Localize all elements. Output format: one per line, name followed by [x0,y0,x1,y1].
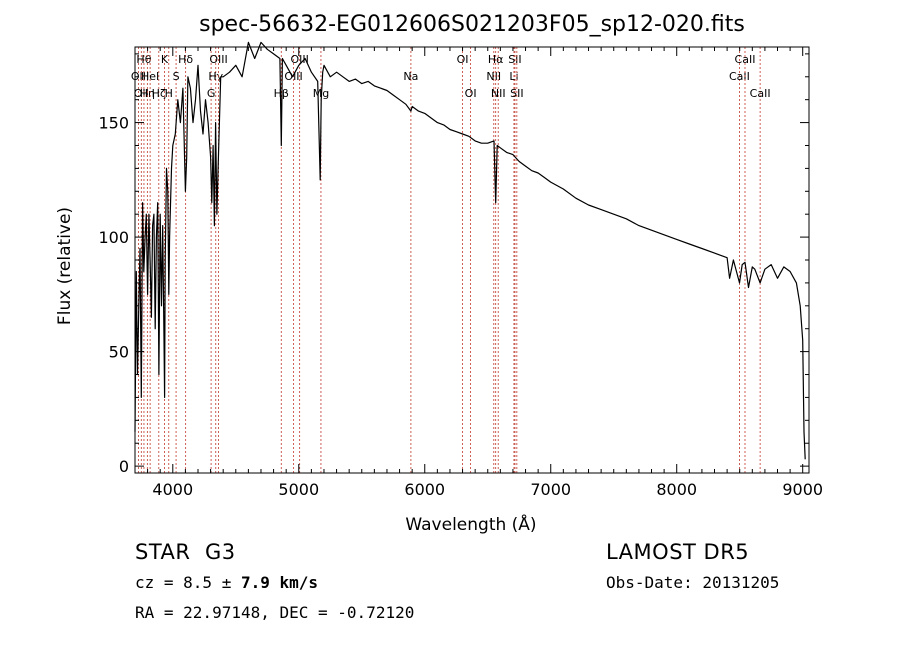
line-label-15: OIII [290,53,308,66]
line-label-25: SII [510,87,523,100]
line-label-24: SII [508,53,521,66]
y-tick-label: 0 [119,457,129,476]
line-label-1: OII [134,87,149,100]
line-label-13: Hβ [274,87,289,100]
x-tick-label: 4000 [152,480,193,499]
plot-frame [134,46,810,474]
line-label-14: OIII [284,70,302,83]
x-tick-label: 8000 [656,480,697,499]
line-label-3: Hη [140,87,155,100]
line-label-28: CaII [750,87,771,100]
y-axis-label: Flux (relative) [55,207,75,325]
redshift-error: 7.9 km/s [240,573,319,592]
line-label-4: HeI [141,70,159,83]
line-label-8: S [173,70,180,83]
y-tick-label: 50 [109,343,129,362]
chart-title: spec-56632-EG012606S021203F05_sp12-020.f… [199,12,745,37]
line-markers: OIIOIIHθHηHeIHζKHSHδGHγOIIIHβOIIIOIIIMgN… [131,47,771,473]
object-class: STAR [135,540,191,564]
line-label-7: H [165,87,173,100]
object-subclass: G3 [205,540,236,564]
axis-ticks: 4000 5000 6000 7000 8000 9000 0 50 100 150 [98,47,823,499]
line-label-11: Hγ [208,70,223,83]
line-label-17: Na [403,70,418,83]
x-tick-label: 9000 [782,480,823,499]
line-label-6: K [161,53,169,66]
line-label-10: G [207,87,216,100]
x-tick-label: 7000 [530,480,571,499]
line-label-27: CaII [735,53,756,66]
line-label-19: OI [465,87,477,100]
redshift-value: cz = 8.5 ± [135,573,232,592]
line-label-22: NII [491,87,506,100]
y-tick-label: 150 [98,114,129,133]
line-label-23: Li [509,70,518,83]
observation-date: Obs-Date: 20131205 [606,573,780,592]
redshift-line: cz = 8.5 ± 7.9 km/s [135,573,318,592]
line-label-18: OI [457,53,469,66]
line-label-5: Hζ [152,87,166,100]
line-label-21: Hα [488,53,504,66]
line-label-26: CaII [729,70,750,83]
line-label-20: NII [486,70,501,83]
survey-name: LAMOST DR5 [606,540,750,564]
coordinates: RA = 22.97148, DEC = -0.72120 [135,603,415,622]
x-tick-label: 5000 [278,480,319,499]
x-tick-label: 6000 [404,480,445,499]
y-tick-label: 100 [98,228,129,247]
spectrum-series [134,41,806,460]
series-line-0 [134,41,806,460]
line-label-9: Hδ [178,53,193,66]
line-label-2: Hθ [136,53,151,66]
line-label-12: OIII [209,53,227,66]
x-axis-label: Wavelength (Å) [405,513,536,535]
